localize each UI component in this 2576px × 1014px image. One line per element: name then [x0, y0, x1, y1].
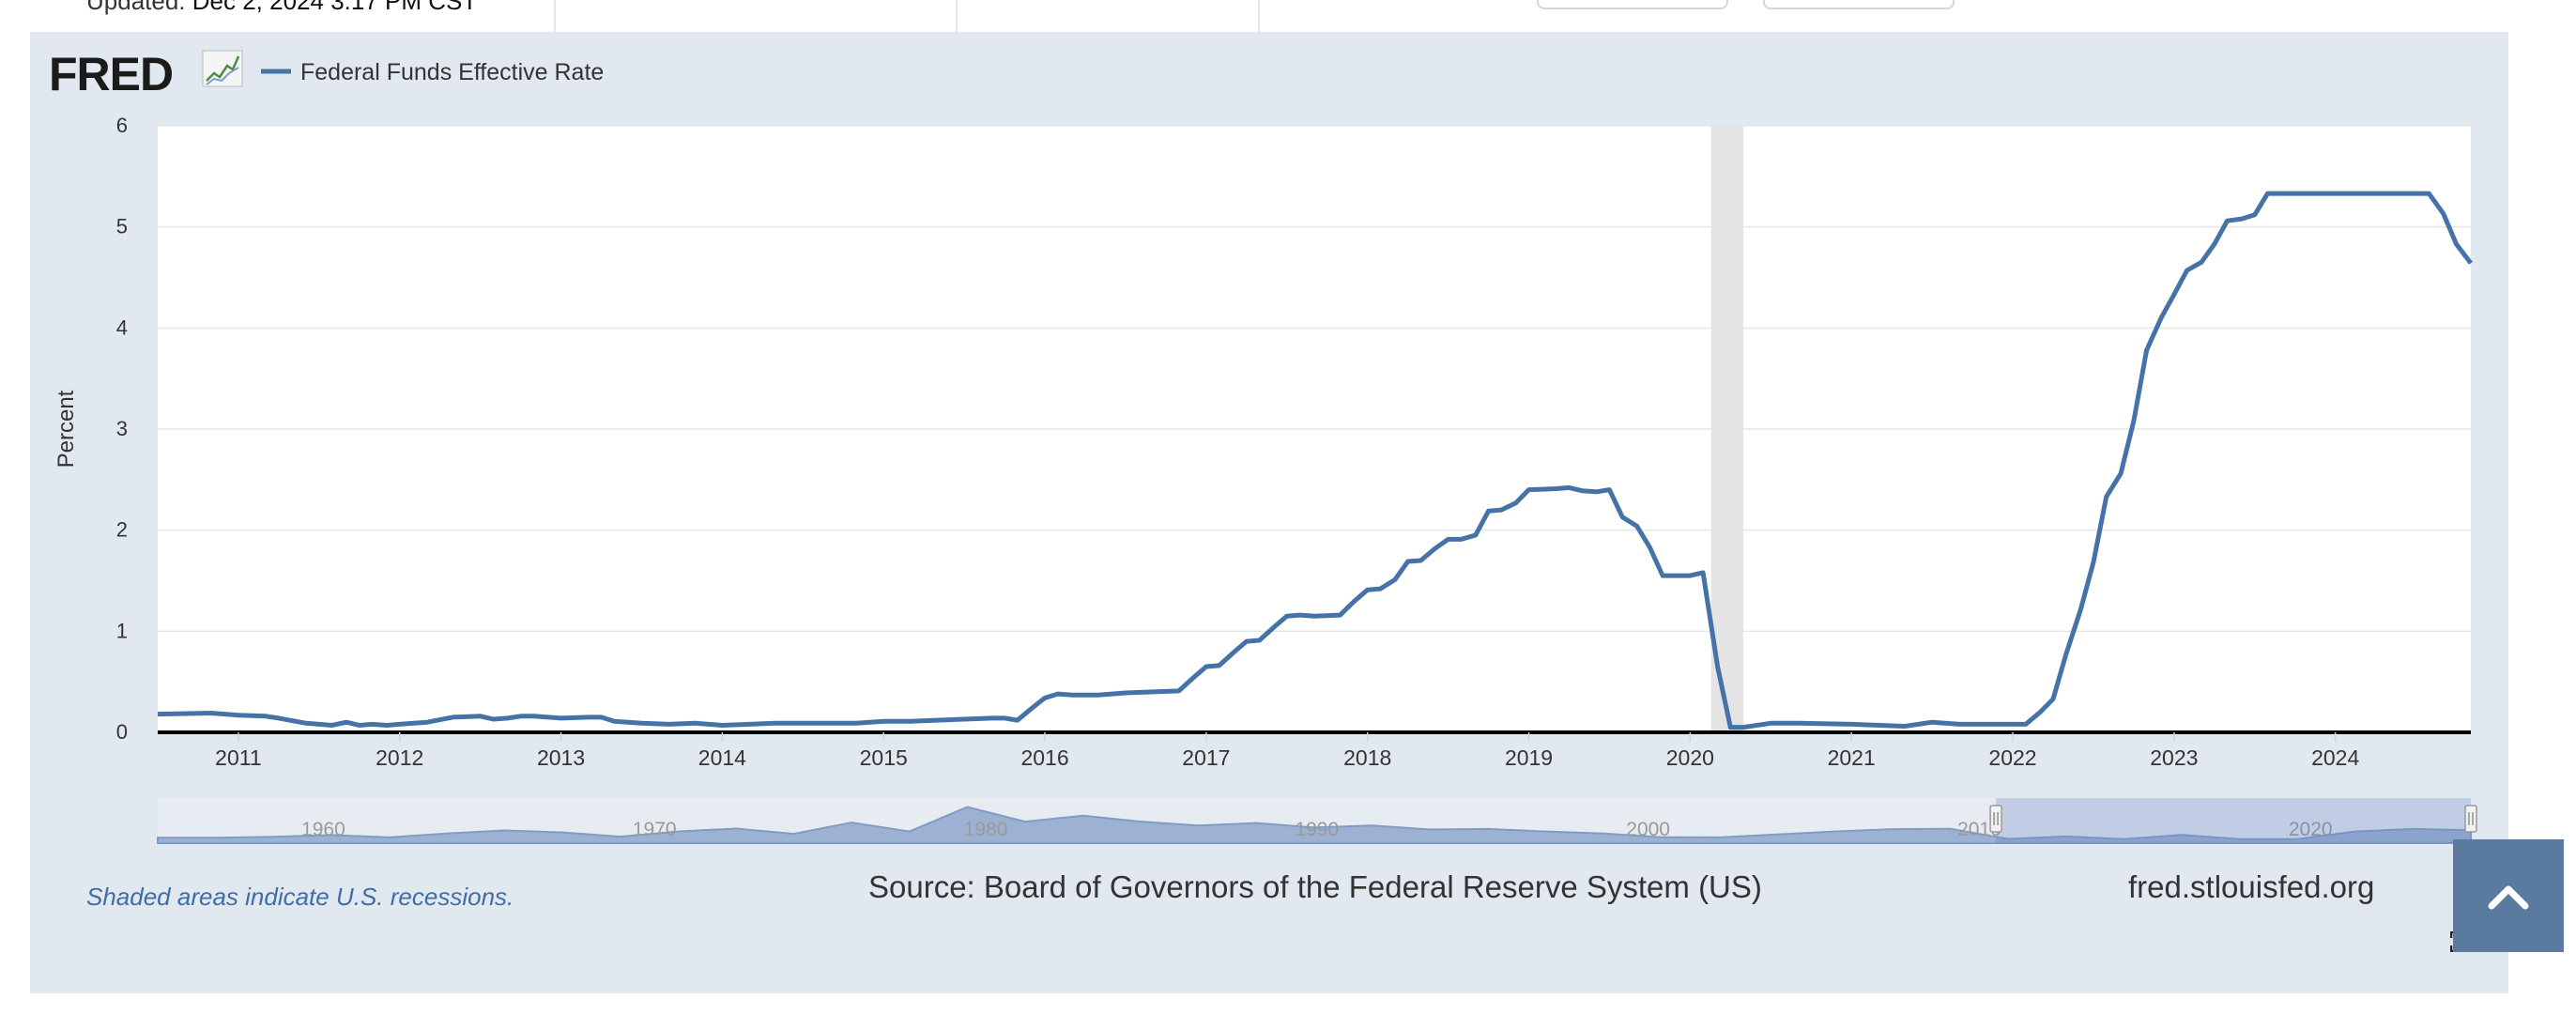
x-tick-label: 2014 — [698, 745, 746, 770]
x-tick-label: 2016 — [1020, 745, 1068, 770]
toolbar-button[interactable] — [1763, 0, 1955, 9]
y-tick-label: 0 — [116, 720, 128, 744]
divider — [956, 0, 958, 32]
legend-label: Federal Funds Effective Rate — [300, 59, 604, 85]
navigator-year-label: 2020 — [2289, 819, 2333, 840]
x-tick-label: 2017 — [1182, 745, 1230, 770]
x-tick-label: 2018 — [1343, 745, 1391, 770]
x-tick-label: 2020 — [1666, 745, 1714, 770]
logo-graph-line — [206, 67, 239, 85]
x-tick-label: 2012 — [376, 745, 423, 770]
x-tick-label: 2022 — [1988, 745, 2036, 770]
x-tick-label: 2023 — [2150, 745, 2198, 770]
y-tick-label: 1 — [116, 619, 128, 642]
y-tick-label: 4 — [116, 315, 128, 339]
updated-info: Updated: Dec 2, 2024 3:17 PM CST — [86, 0, 477, 16]
x-tick-label: 2015 — [860, 745, 908, 770]
updated-value: Dec 2, 2024 3:17 PM CST — [192, 0, 478, 15]
y-axis-label: Percent — [54, 390, 79, 468]
x-tick-label: 2024 — [2311, 745, 2359, 770]
navigator-handle[interactable] — [1989, 805, 2002, 833]
fred-logo-text: FRED — [49, 48, 174, 100]
navigator-year-label: 2000 — [1626, 819, 1670, 840]
source-text: Source: Board of Governors of the Federa… — [868, 869, 1762, 904]
x-tick-label: 2013 — [537, 745, 585, 770]
navigator-year-label: 1990 — [1295, 819, 1339, 840]
site-url: fred.stlouisfed.org — [2128, 869, 2375, 904]
y-tick-label: 6 — [116, 114, 128, 137]
line-chart: Federal Funds Effective Rate 0 1 2 3 4 5 6 Perce… — [54, 50, 2477, 844]
updated-label: Updated: — [86, 0, 186, 15]
logo-graph-line — [206, 55, 240, 82]
navigator-year-label: 1980 — [964, 819, 1008, 840]
y-tick-label: 3 — [116, 417, 128, 440]
top-strip: Updated: Dec 2, 2024 3:17 PM CST — [0, 0, 2576, 34]
chart-panel: FRED Federal Funds Effective Rate 0 1 2 3 4 5 6… — [30, 32, 2508, 993]
navigator-year-label: 1960 — [301, 819, 345, 840]
navigator-selection — [1996, 798, 2471, 843]
scroll-to-top-button[interactable] — [2453, 839, 2564, 952]
recession-note: Shaded areas indicate U.S. recessions. — [86, 883, 514, 911]
navigator-year-label: 1970 — [633, 819, 677, 840]
toolbar-button[interactable] — [1537, 0, 1728, 9]
divider — [1258, 0, 1260, 32]
navigator-handle[interactable] — [2464, 805, 2477, 833]
x-tick-label: 2019 — [1505, 745, 1553, 770]
y-tick-label: 2 — [116, 518, 128, 542]
series-line — [157, 191, 2473, 730]
x-tick-label: 2021 — [1828, 745, 1876, 770]
bottom-strip — [0, 993, 2576, 1014]
chevron-up-icon — [2488, 885, 2529, 910]
divider — [554, 0, 556, 32]
x-tick-label: 2011 — [215, 745, 261, 770]
navigator-series — [157, 806, 2472, 844]
fred-logo: FRED — [49, 47, 174, 101]
y-tick-label: 5 — [116, 215, 128, 238]
